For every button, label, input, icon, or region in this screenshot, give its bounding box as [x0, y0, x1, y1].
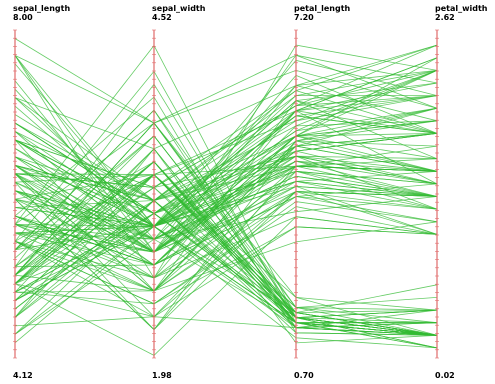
record-line-94 [14, 226, 438, 318]
record-line-4 [14, 212, 438, 336]
record-line-96 [14, 180, 438, 227]
data-lines [14, 38, 438, 356]
record-line-142 [14, 70, 438, 214]
record-line-108 [14, 74, 438, 240]
axis-min-label-petal_width: 0.02 [435, 371, 455, 380]
axis-min-label-sepal_length: 4.12 [13, 371, 33, 380]
axis-name-sepal_width: sepal_width [152, 4, 206, 13]
record-line-98 [14, 175, 438, 240]
record-line-31 [14, 212, 438, 336]
record-line-86 [14, 158, 438, 200]
axis-name-petal_length: petal_length [294, 4, 351, 13]
record-line-149 [14, 70, 438, 183]
record-line-123 [14, 54, 438, 253]
record-line-126 [14, 90, 438, 202]
record-line-122 [14, 107, 438, 253]
record-line-43 [14, 199, 438, 336]
record-line-49 [14, 135, 438, 336]
record-line-99 [14, 221, 438, 292]
axis-max-label-sepal_length: 8.00 [13, 13, 33, 22]
axis-name-petal_width: petal_width [435, 4, 488, 13]
record-line-141 [14, 57, 438, 214]
record-line-145 [14, 44, 438, 188]
record-line-112 [14, 120, 438, 266]
axis-max-label-petal_width: 2.62 [435, 13, 455, 22]
record-line-88 [14, 170, 438, 318]
record-line-82 [14, 206, 438, 305]
record-line-139 [14, 133, 438, 227]
record-line-42 [14, 316, 438, 329]
record-line-101 [14, 44, 438, 188]
record-line-148 [14, 107, 438, 227]
axis-min-label-sepal_width: 1.98 [152, 371, 172, 380]
axis-min-label-petal_length: 0.70 [294, 371, 314, 380]
record-line-118 [14, 54, 438, 124]
record-line-150 [14, 133, 438, 227]
record-line-100 [14, 185, 438, 253]
record-line-46 [14, 225, 437, 324]
record-line-14 [14, 225, 438, 349]
record-line-147 [14, 120, 438, 292]
axis-name-sepal_length: sepal_length [13, 4, 70, 13]
record-line-120 [14, 140, 438, 331]
axes [13, 29, 439, 359]
record-line-19 [14, 122, 438, 324]
axis-max-label-petal_length: 7.20 [294, 13, 314, 22]
axis-max-label-sepal_width: 4.52 [152, 13, 172, 22]
record-line-91 [14, 170, 438, 279]
record-line-138 [14, 115, 438, 214]
record-line-90 [14, 191, 438, 292]
record-line-130 [14, 97, 438, 227]
record-line-136 [14, 55, 438, 227]
record-line-44 [14, 161, 438, 314]
record-line-35 [14, 212, 438, 336]
record-line-143 [14, 120, 438, 266]
record-line-80 [14, 216, 438, 279]
record-line-132 [14, 38, 438, 124]
record-line-47 [14, 122, 438, 336]
record-line-110 [14, 44, 438, 150]
record-line-135 [14, 110, 438, 279]
